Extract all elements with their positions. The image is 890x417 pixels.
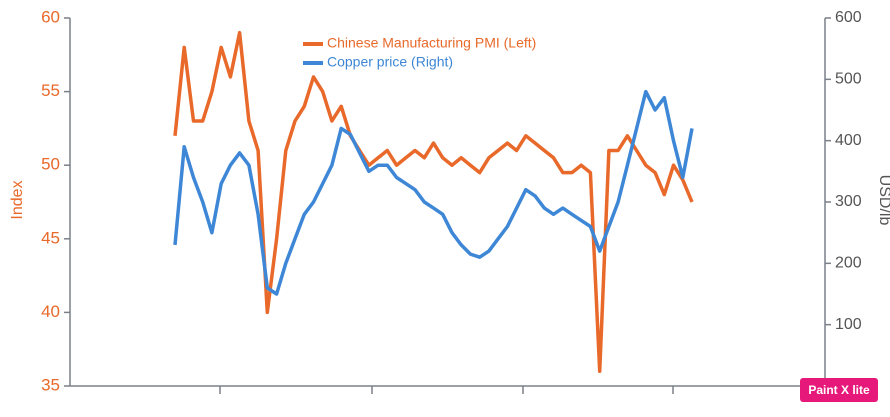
y-tick-label: 50 xyxy=(41,155,60,174)
y2-tick-label: 100 xyxy=(835,316,862,333)
legend-label: Chinese Manufacturing PMI (Left) xyxy=(327,35,536,51)
y2-axis-label: USD/lb xyxy=(876,175,890,226)
y-tick-label: 45 xyxy=(41,228,60,247)
y-tick-label: 35 xyxy=(41,375,60,394)
y-tick-label: 55 xyxy=(41,81,60,100)
y2-tick-label: 600 xyxy=(835,9,862,26)
y2-tick-label: 500 xyxy=(835,71,862,88)
y-tick-label: 60 xyxy=(41,7,60,26)
y2-tick-label: 400 xyxy=(835,132,862,149)
watermark-badge xyxy=(800,378,878,402)
series-line xyxy=(173,30,694,374)
y2-tick-label: 200 xyxy=(835,255,862,272)
series-line xyxy=(173,89,694,296)
legend-label: Copper price (Right) xyxy=(327,54,453,70)
y-axis-label: Index xyxy=(9,180,26,219)
legend: Chinese Manufacturing PMI (Left) Copper p… xyxy=(303,35,536,70)
y2-tick-label: 300 xyxy=(835,193,862,210)
watermark: Paint X lite xyxy=(808,383,870,397)
y-tick-label: 40 xyxy=(41,302,60,321)
